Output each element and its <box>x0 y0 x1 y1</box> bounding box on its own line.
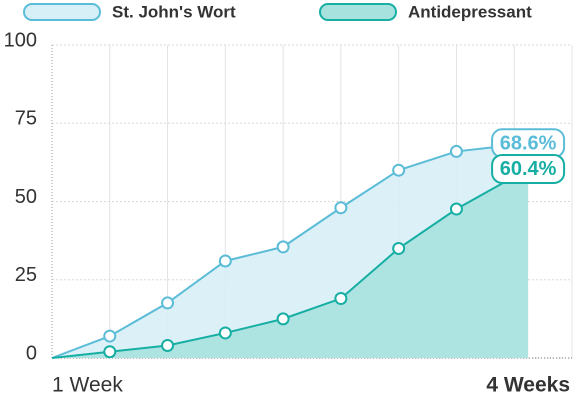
value-label-box <box>491 153 566 184</box>
y-tick-label: 75 <box>15 108 37 130</box>
y-tick-label: 25 <box>15 264 37 286</box>
point <box>334 292 348 306</box>
y-tick-label: 100 <box>4 29 37 51</box>
x-tick-label: 4 Weeks <box>486 374 570 397</box>
point <box>334 201 348 215</box>
point <box>161 296 175 310</box>
area <box>52 168 529 358</box>
value-label: 60.4% <box>500 158 557 180</box>
value-label: 68.6% <box>500 133 557 155</box>
point <box>392 241 406 255</box>
legend-label: Antidepressant <box>408 2 532 21</box>
point <box>218 326 232 340</box>
legend-swatch <box>23 3 101 21</box>
point <box>449 202 463 216</box>
point <box>276 312 290 326</box>
point <box>449 144 463 158</box>
point <box>161 338 175 352</box>
point <box>103 345 117 359</box>
point <box>276 240 290 254</box>
y-tick-label: 0 <box>26 342 37 364</box>
y-tick-label: 50 <box>15 186 37 208</box>
point <box>392 163 406 177</box>
legend-swatch <box>319 3 397 21</box>
x-tick-label: 1 Week <box>52 374 123 397</box>
legend-label: St. John's Wort <box>112 2 236 21</box>
point <box>103 329 117 343</box>
point <box>218 254 232 268</box>
